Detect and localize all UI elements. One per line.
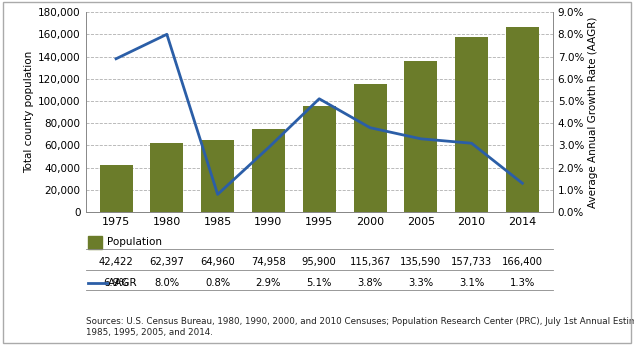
Bar bbox=[252, 129, 285, 212]
Text: 3.3%: 3.3% bbox=[408, 278, 434, 288]
Bar bbox=[455, 37, 488, 212]
Bar bbox=[354, 84, 387, 212]
Text: AAGR: AAGR bbox=[108, 278, 138, 288]
Text: 135,590: 135,590 bbox=[400, 257, 441, 267]
Bar bbox=[201, 140, 234, 212]
Text: 2.9%: 2.9% bbox=[256, 278, 281, 288]
Text: 1.3%: 1.3% bbox=[510, 278, 535, 288]
Text: 62,397: 62,397 bbox=[150, 257, 184, 267]
Y-axis label: Total county population: Total county population bbox=[24, 51, 34, 173]
Text: 3.1%: 3.1% bbox=[459, 278, 484, 288]
Y-axis label: Average Annual Growth Rate (AAGR): Average Annual Growth Rate (AAGR) bbox=[588, 17, 598, 208]
Text: 166,400: 166,400 bbox=[502, 257, 543, 267]
Bar bbox=[506, 27, 539, 212]
Bar bbox=[302, 106, 336, 212]
Text: 74,958: 74,958 bbox=[251, 257, 286, 267]
Bar bbox=[404, 61, 437, 212]
Text: 115,367: 115,367 bbox=[349, 257, 391, 267]
Text: 3.8%: 3.8% bbox=[358, 278, 382, 288]
Text: 0.8%: 0.8% bbox=[205, 278, 230, 288]
Bar bbox=[100, 165, 133, 212]
Text: Population: Population bbox=[107, 237, 162, 247]
Text: Sources: U.S. Census Bureau, 1980, 1990, 2000, and 2010 Censuses; Population Res: Sources: U.S. Census Bureau, 1980, 1990,… bbox=[86, 317, 634, 337]
Text: 42,422: 42,422 bbox=[99, 257, 133, 267]
Text: 95,900: 95,900 bbox=[302, 257, 337, 267]
Text: 64,960: 64,960 bbox=[200, 257, 235, 267]
Text: 157,733: 157,733 bbox=[451, 257, 492, 267]
Text: 8.0%: 8.0% bbox=[154, 278, 179, 288]
Bar bbox=[150, 143, 183, 212]
Text: 6.9%: 6.9% bbox=[103, 278, 129, 288]
Text: 5.1%: 5.1% bbox=[306, 278, 332, 288]
